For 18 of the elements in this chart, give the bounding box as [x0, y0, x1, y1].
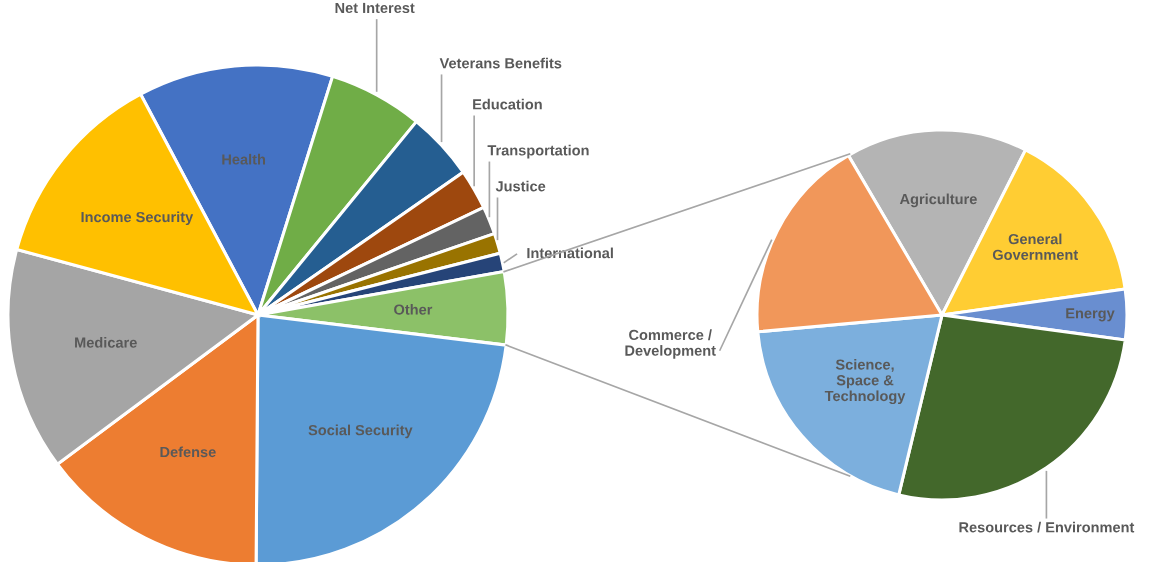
slice-label: Medicare [75, 337, 137, 348]
slice-label: Agriculture [899, 193, 977, 208]
slice-label: Other [394, 304, 433, 315]
slice-label: Income Security [81, 211, 194, 226]
slice-label: Defense [160, 446, 216, 458]
slice-label: Net Interest [335, 2, 415, 14]
slice-label: Justice [495, 180, 546, 192]
slice-label: Energy [1066, 308, 1115, 322]
slice-label: Health [222, 153, 266, 165]
slice-label: International [527, 247, 613, 259]
slice-label: Science, Space & Technology [824, 359, 906, 405]
slice-label: Transportation [487, 144, 589, 159]
slice-label: Veterans Benefits [439, 57, 562, 69]
slice-label: Education [473, 98, 542, 110]
slice-label: Social Security [308, 424, 413, 439]
slice-label: Resources / Environment [959, 521, 1135, 533]
slice-label: Commerce / Development [625, 329, 716, 359]
slice-label: General Government [992, 233, 1079, 260]
